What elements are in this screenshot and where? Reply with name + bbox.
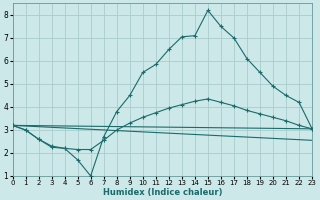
X-axis label: Humidex (Indice chaleur): Humidex (Indice chaleur) [102, 188, 222, 197]
